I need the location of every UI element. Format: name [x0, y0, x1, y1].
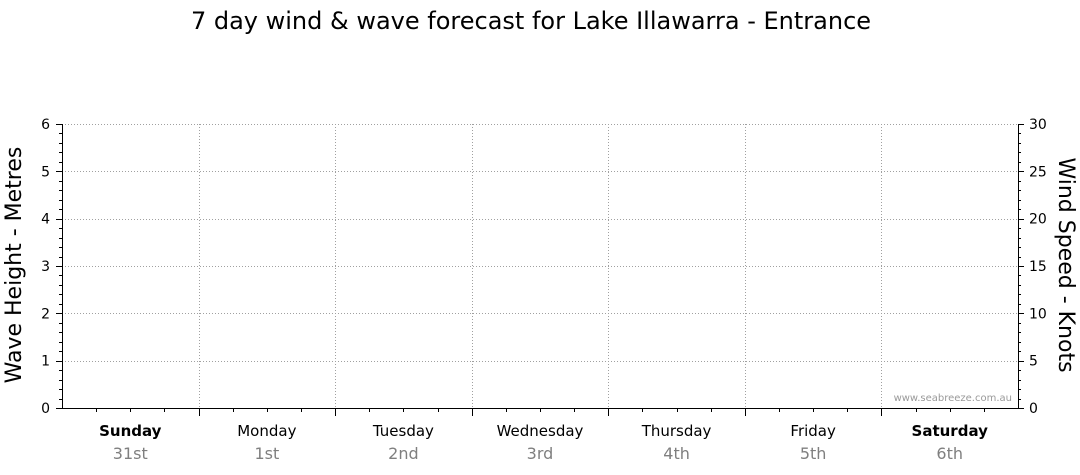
left-tick-label: 1	[41, 354, 50, 370]
day-name-label: Thursday	[641, 422, 712, 440]
left-tick-label: 6	[41, 117, 50, 133]
chart-title: 7 day wind & wave forecast for Lake Illa…	[191, 7, 871, 35]
day-name-label: Sunday	[99, 422, 162, 440]
day-name-label: Monday	[237, 422, 296, 440]
day-date-label: 2nd	[388, 444, 418, 463]
day-name-label: Tuesday	[372, 422, 434, 440]
left-tick-label: 4	[41, 212, 50, 228]
left-tick-label: 2	[41, 306, 50, 322]
day-name-label: Wednesday	[497, 422, 584, 440]
axes	[62, 124, 1019, 416]
left-axis-title: Wave Height - Metres	[2, 147, 27, 384]
day-labels: Sunday 31st Monday 1st Tuesday 2nd Wednesday 3r…	[99, 422, 988, 463]
day-date-label: 3rd	[527, 444, 554, 463]
left-tick-label: 3	[41, 259, 50, 275]
grid-lines	[62, 124, 1018, 408]
day-name-label: Saturday	[912, 422, 989, 440]
day-date-label: 5th	[800, 444, 827, 463]
day-date-label: 1st	[254, 444, 279, 463]
right-tick-label: 30	[1029, 117, 1047, 133]
right-tick-label: 20	[1029, 212, 1047, 228]
day-name-label: Friday	[790, 422, 836, 440]
right-tick-label: 5	[1029, 354, 1038, 370]
right-axis-ticks: 0 5 10 15 20 25 30	[1018, 117, 1047, 417]
day-date-label: 6th	[936, 444, 963, 463]
right-tick-label: 15	[1029, 259, 1047, 275]
left-tick-label: 0	[41, 401, 50, 417]
left-axis-ticks: 0 1 2 3 4 5 6	[41, 117, 62, 417]
day-date-label: 31st	[113, 444, 148, 463]
right-axis-title: Wind Speed - Knots	[1053, 157, 1078, 372]
right-tick-label: 10	[1029, 306, 1047, 322]
right-tick-label: 0	[1029, 401, 1038, 417]
day-date-label: 4th	[663, 444, 690, 463]
right-tick-label: 25	[1029, 164, 1047, 180]
left-tick-label: 5	[41, 164, 50, 180]
watermark: www.seabreeze.com.au	[894, 393, 1012, 404]
